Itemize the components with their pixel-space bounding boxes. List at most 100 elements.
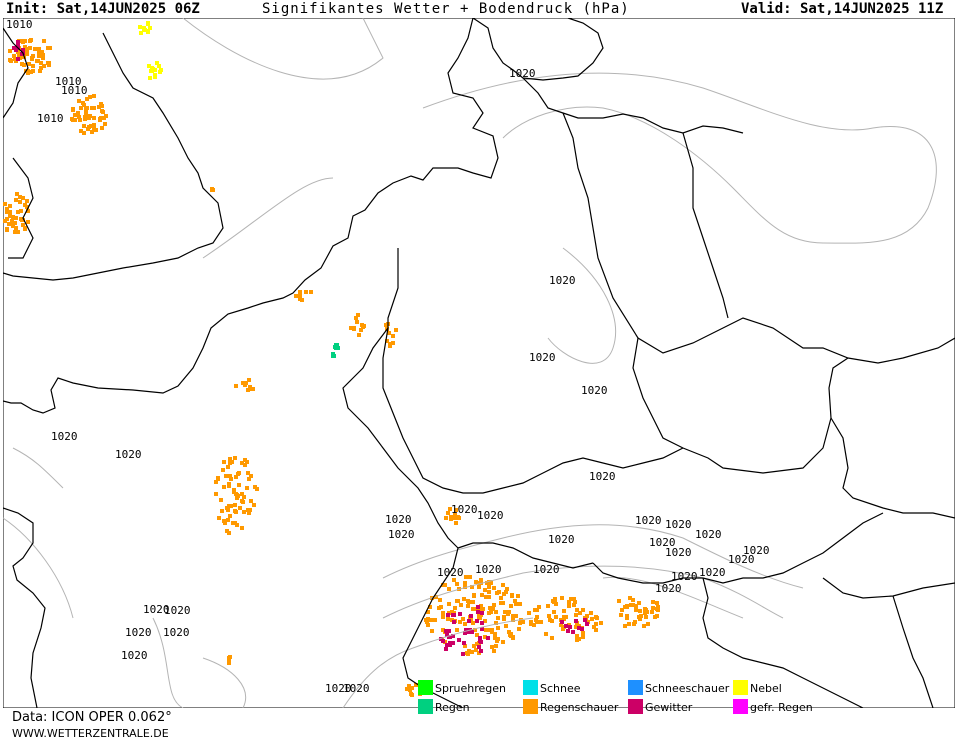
thunderstorm-cell xyxy=(479,640,483,644)
rain-shower-cell xyxy=(87,125,91,129)
rain-shower-cell xyxy=(516,594,520,598)
rain-shower-cell xyxy=(651,606,655,610)
rain-shower-cell xyxy=(496,626,500,630)
rain-shower-cell xyxy=(76,113,80,117)
thunderstorm-cell xyxy=(564,624,568,628)
rain-shower-cell xyxy=(31,69,35,73)
rain-shower-cell xyxy=(359,328,363,332)
thunderstorm-cell xyxy=(441,639,445,643)
rain-shower-cell xyxy=(478,616,482,620)
rain-shower-cell xyxy=(454,516,458,520)
rain-shower-cell xyxy=(245,486,249,490)
rain-shower-cell xyxy=(653,615,657,619)
rain-shower-cell xyxy=(12,54,16,58)
rain-shower-cell xyxy=(437,606,441,610)
rain-shower-cell xyxy=(235,493,239,497)
isobar-label: 1020 xyxy=(509,67,536,80)
website-link[interactable]: WWW.WETTERZENTRALE.DE xyxy=(12,727,169,740)
rain-shower-cell xyxy=(479,604,483,608)
thunderstorm-cell xyxy=(467,619,471,623)
rain-shower-cell xyxy=(637,601,641,605)
rain-shower-cell xyxy=(5,228,9,232)
rain-shower-cell xyxy=(224,474,228,478)
rain-shower-cell xyxy=(503,610,507,614)
rain-shower-cell xyxy=(222,485,226,489)
rain-shower-cell xyxy=(494,644,498,648)
rain-shower-cell xyxy=(492,586,496,590)
isobar-label: 1020 xyxy=(51,430,78,443)
rain-shower-cell xyxy=(226,518,230,522)
thunderstorm-cell xyxy=(480,621,484,625)
rain-shower-cell xyxy=(11,224,15,228)
rain-shower-cell xyxy=(356,313,360,317)
thunderstorm-cell xyxy=(571,630,575,634)
rain-shower-cell xyxy=(546,604,550,608)
rain-shower-cell xyxy=(575,608,579,612)
rain-shower-cell xyxy=(228,514,232,518)
rain-shower-cell xyxy=(77,99,81,103)
thunderstorm-cell xyxy=(470,630,474,634)
rain-shower-cell xyxy=(466,604,470,608)
rain-shower-cell xyxy=(634,608,638,612)
rain-shower-cell xyxy=(84,109,88,113)
thunderstorm-cell xyxy=(479,649,483,653)
rain-shower-cell xyxy=(211,188,215,192)
rain-shower-cell xyxy=(499,596,503,600)
rain-shower-cell xyxy=(8,214,12,218)
rain-shower-cell xyxy=(92,116,96,120)
rain-shower-cell xyxy=(455,582,459,586)
rain-shower-cell xyxy=(31,64,35,68)
rain-shower-cell xyxy=(19,217,23,221)
rain-shower-cell xyxy=(234,384,238,388)
thunderstorm-cell xyxy=(448,635,452,639)
rain-shower-cell xyxy=(643,607,647,611)
rain-shower-cell xyxy=(453,606,457,610)
rain-shower-cell xyxy=(537,605,541,609)
rain-shower-cell xyxy=(567,600,571,604)
rain-shower-cell xyxy=(414,683,418,687)
rain-shower-cell xyxy=(240,499,244,503)
thunderstorm-cell xyxy=(475,619,479,623)
rain-shower-cell xyxy=(483,635,487,639)
rain-shower-cell xyxy=(225,529,229,533)
rain-shower-cell xyxy=(255,487,259,491)
rain-shower-cell xyxy=(454,508,458,512)
rain-shower-cell xyxy=(85,106,89,110)
rain-shower-cell xyxy=(3,219,7,223)
rain-shower-cell xyxy=(514,602,518,606)
rain-shower-cell xyxy=(298,297,302,301)
thunderstorm-cell xyxy=(458,612,462,616)
rain-shower-cell xyxy=(434,595,438,599)
rain-shower-cell xyxy=(78,118,82,122)
rain-shower-cell xyxy=(252,503,256,507)
rain-shower-cell xyxy=(594,628,598,632)
isobar-label: 1020 xyxy=(143,603,170,616)
rain-shower-cell xyxy=(408,688,412,692)
rain-shower-cell xyxy=(99,116,103,120)
rain-shower-cell xyxy=(100,109,104,113)
rain-shower-cell xyxy=(26,220,30,224)
rain-shower-cell xyxy=(229,504,233,508)
rain-shower-cell xyxy=(511,618,515,622)
rain-shower-cell xyxy=(355,320,359,324)
rain-shower-cell xyxy=(97,105,101,109)
rain-shower-cell xyxy=(511,614,515,618)
rain-shower-cell xyxy=(8,49,12,53)
rain-shower-cell xyxy=(25,199,29,203)
thunderstorm-cell xyxy=(577,626,581,630)
rain-shower-cell xyxy=(474,580,478,584)
rain-shower-cell xyxy=(222,460,226,464)
rain-shower-cell xyxy=(529,620,533,624)
thunderstorm-cell xyxy=(457,638,461,642)
rain-shower-cell xyxy=(504,590,508,594)
rain-shower-cell xyxy=(474,648,478,652)
rain-shower-cell xyxy=(70,117,74,121)
rain-shower-cell xyxy=(550,619,554,623)
rain-shower-cell xyxy=(214,480,218,484)
isobar-label: 1020 xyxy=(388,528,415,541)
rain-shower-cell xyxy=(447,602,451,606)
rain-shower-cell xyxy=(13,221,17,225)
rain-shower-cell xyxy=(11,215,15,219)
rain-shower-cell xyxy=(620,608,624,612)
rain-shower-cell xyxy=(309,290,313,294)
